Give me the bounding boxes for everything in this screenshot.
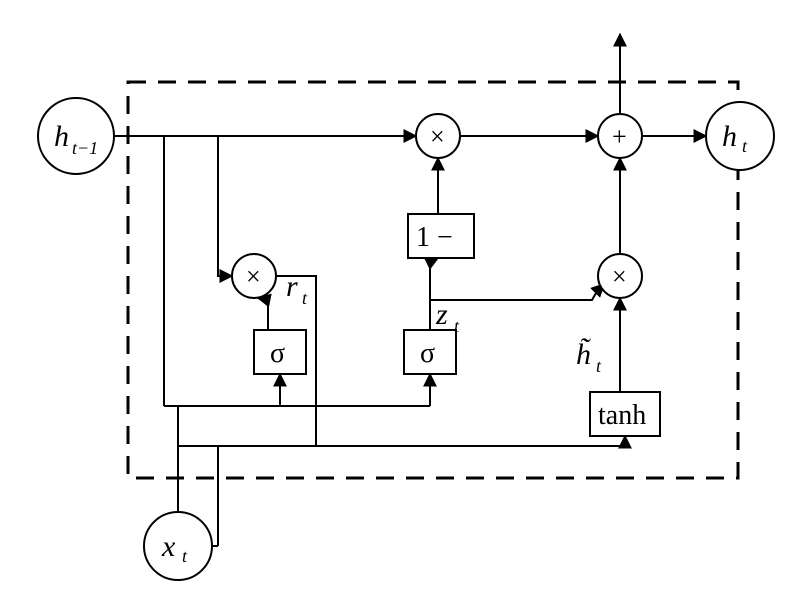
op-mul-h-sym: × [612,262,627,291]
box-sigma-r: σ [254,330,306,374]
annotation-zt-sub: t [454,316,460,336]
annotation-htilde-sub: t [596,356,602,376]
op-mul-r-sym: × [246,262,261,291]
box-sigma-z: σ [404,330,456,374]
box-tanh: tanh [590,392,660,436]
box-one-minus: 1 − [408,214,474,258]
node-x-t: x t [144,512,212,580]
box-tanh-text: tanh [598,400,646,431]
annotation-htilde-h: h̃ [576,338,591,371]
label-h-prev-sub: t−1 [72,138,98,158]
box-sigma-z-text: σ [420,338,435,369]
annotation-rt-r: r [286,270,298,303]
annotation-zt-z: z [435,298,448,331]
label-h-prev-h: h [54,120,69,153]
op-add: + [598,114,642,158]
label-ht-h: h [722,120,737,153]
label-xt-x: x [161,530,176,563]
node-h-t: h t [706,102,774,170]
edge-hprev-down-to-mulr [218,136,232,276]
annotation-zt: z t [435,298,460,336]
box-sigma-r-text: σ [270,338,285,369]
gru-diagram: h t−1 x t h t × × × + σ σ 1 − [0,0,800,606]
edge-zt-to-mulh [430,286,600,300]
op-mul-z-sym: × [430,122,445,151]
annotation-htilde: h̃ t [576,338,602,376]
op-mul-h: × [598,254,642,298]
box-one-minus-text: 1 − [416,222,453,253]
op-mul-z: × [416,114,460,158]
annotation-rt-sub: t [302,288,308,308]
op-mul-r: × [232,254,276,298]
op-add-sym: + [612,122,627,151]
node-h-prev: h t−1 [38,98,114,174]
